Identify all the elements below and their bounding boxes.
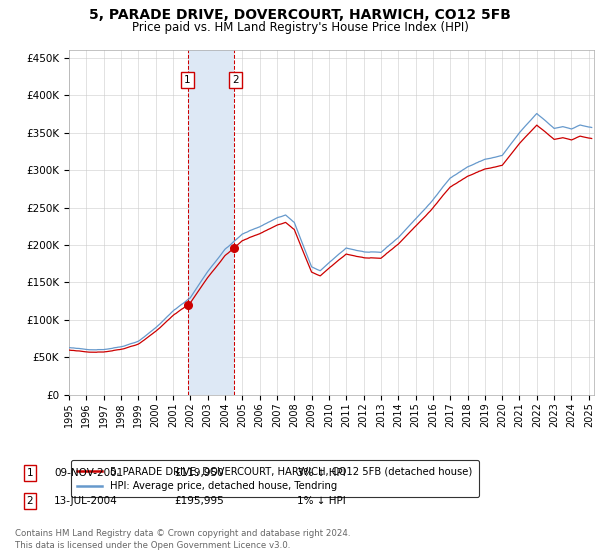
Text: £195,995: £195,995	[174, 496, 224, 506]
Text: 1: 1	[26, 468, 34, 478]
Bar	[188, 50, 234, 395]
Text: 1% ↓ HPI: 1% ↓ HPI	[297, 496, 346, 506]
Text: 13-JUL-2004: 13-JUL-2004	[54, 496, 118, 506]
Legend: 5, PARADE DRIVE, DOVERCOURT, HARWICH, CO12 5FB (detached house), HPI: Average pr: 5, PARADE DRIVE, DOVERCOURT, HARWICH, CO…	[71, 460, 479, 497]
Text: 09-NOV-2001: 09-NOV-2001	[54, 468, 123, 478]
Text: 5, PARADE DRIVE, DOVERCOURT, HARWICH, CO12 5FB: 5, PARADE DRIVE, DOVERCOURT, HARWICH, CO…	[89, 8, 511, 22]
Text: £119,950: £119,950	[174, 468, 224, 478]
Text: 1: 1	[184, 76, 190, 85]
Text: 2: 2	[232, 76, 238, 85]
Text: Contains HM Land Registry data © Crown copyright and database right 2024.
This d: Contains HM Land Registry data © Crown c…	[15, 529, 350, 550]
Text: 2: 2	[26, 496, 34, 506]
Text: 3% ↓ HPI: 3% ↓ HPI	[297, 468, 346, 478]
Text: Price paid vs. HM Land Registry's House Price Index (HPI): Price paid vs. HM Land Registry's House …	[131, 21, 469, 34]
